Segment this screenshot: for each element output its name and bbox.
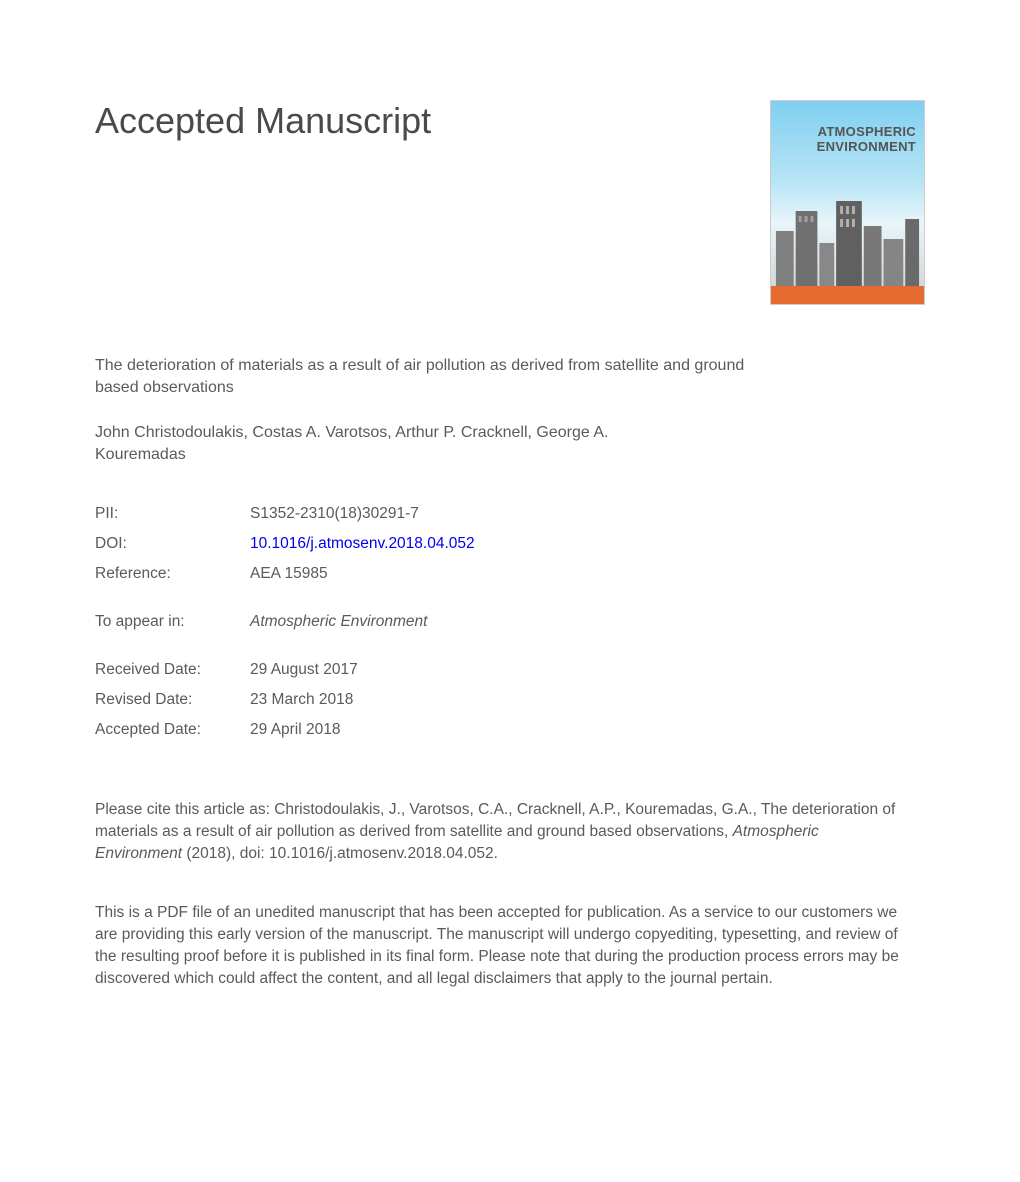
journal-cover-title: ATMOSPHERIC ENVIRONMENT: [817, 125, 916, 155]
disclaimer-text: This is a PDF file of an unedited manusc…: [95, 902, 915, 989]
pii-value: S1352-2310(18)30291-7: [250, 505, 925, 523]
journal-cover-footer-bar: [771, 286, 924, 304]
reference-label: Reference:: [95, 565, 250, 583]
page-heading: Accepted Manuscript: [95, 100, 431, 142]
revised-value: 23 March 2018: [250, 691, 925, 709]
meta-row-received: Received Date: 29 August 2017: [95, 661, 925, 679]
meta-table: PII: S1352-2310(18)30291-7 DOI: 10.1016/…: [95, 505, 925, 739]
reference-value: AEA 15985: [250, 565, 925, 583]
doi-link[interactable]: 10.1016/j.atmosenv.2018.04.052: [250, 535, 925, 553]
citation-suffix: (2018), doi: 10.1016/j.atmosenv.2018.04.…: [182, 845, 498, 862]
revised-label: Revised Date:: [95, 691, 250, 709]
meta-row-accepted: Accepted Date: 29 April 2018: [95, 721, 925, 739]
journal-cover-skyline: [771, 191, 924, 286]
meta-row-doi: DOI: 10.1016/j.atmosenv.2018.04.052: [95, 535, 925, 553]
article-title: The deterioration of materials as a resu…: [95, 355, 755, 398]
pii-label: PII:: [95, 505, 250, 523]
doi-label: DOI:: [95, 535, 250, 553]
received-value: 29 August 2017: [250, 661, 925, 679]
appear-label: To appear in:: [95, 613, 250, 631]
meta-row-reference: Reference: AEA 15985: [95, 565, 925, 583]
appear-value: Atmospheric Environment: [250, 613, 925, 631]
journal-cover-title-1: ATMOSPHERIC: [818, 124, 916, 139]
accepted-value: 29 April 2018: [250, 721, 925, 739]
journal-cover-thumbnail: ATMOSPHERIC ENVIRONMENT: [770, 100, 925, 305]
meta-row-revised: Revised Date: 23 March 2018: [95, 691, 925, 709]
meta-row-appear: To appear in: Atmospheric Environment: [95, 613, 925, 631]
citation-text: Please cite this article as: Christodoul…: [95, 799, 905, 864]
meta-row-pii: PII: S1352-2310(18)30291-7: [95, 505, 925, 523]
journal-cover-title-2: ENVIRONMENT: [817, 139, 916, 154]
authors: John Christodoulakis, Costas A. Varotsos…: [95, 422, 655, 465]
received-label: Received Date:: [95, 661, 250, 679]
accepted-label: Accepted Date:: [95, 721, 250, 739]
